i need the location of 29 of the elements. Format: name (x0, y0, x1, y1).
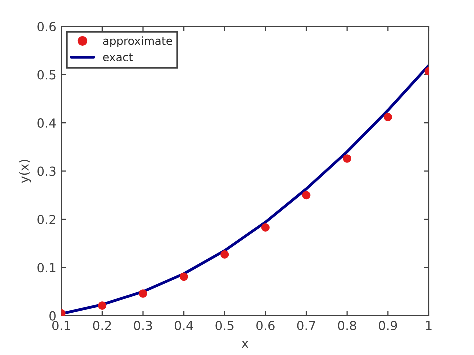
x-tick-label: 0.8 (338, 321, 356, 330)
point (262, 224, 270, 232)
x-tick-label: 0.9 (379, 321, 398, 330)
point (180, 272, 188, 282)
x-tick-label: 0.4 (174, 321, 194, 330)
legend-label: approximate (103, 36, 172, 48)
point (343, 154, 352, 163)
point (139, 290, 148, 298)
y-tick-label: 0.4 (38, 118, 56, 128)
y-tick-label: 0.1 (38, 263, 56, 273)
x-tick-label: 0.5 (216, 321, 234, 330)
point (98, 302, 107, 310)
x-axis-title: x (242, 341, 249, 348)
point (220, 250, 230, 259)
x-tick-label: 0.2 (93, 321, 112, 330)
y-axis-title: y(x) (19, 160, 32, 184)
y-tick-label: 0.5 (38, 70, 56, 80)
y-tick-label: 0.2 (38, 214, 56, 224)
legend-label: exact (103, 54, 133, 62)
x-tick-label: 0.7 (297, 321, 316, 330)
y-tick-label: 0 (50, 311, 56, 321)
x-tick-label: 0.3 (134, 321, 152, 330)
x-tick-label: 1 (426, 321, 432, 330)
point (302, 191, 311, 200)
y-tick-label: 0.3 (38, 166, 56, 176)
y-tick-label: 0.6 (38, 22, 56, 32)
x-tick-label: 0.1 (52, 321, 70, 330)
x-tick-label: 0.6 (256, 321, 275, 330)
point (384, 113, 392, 122)
